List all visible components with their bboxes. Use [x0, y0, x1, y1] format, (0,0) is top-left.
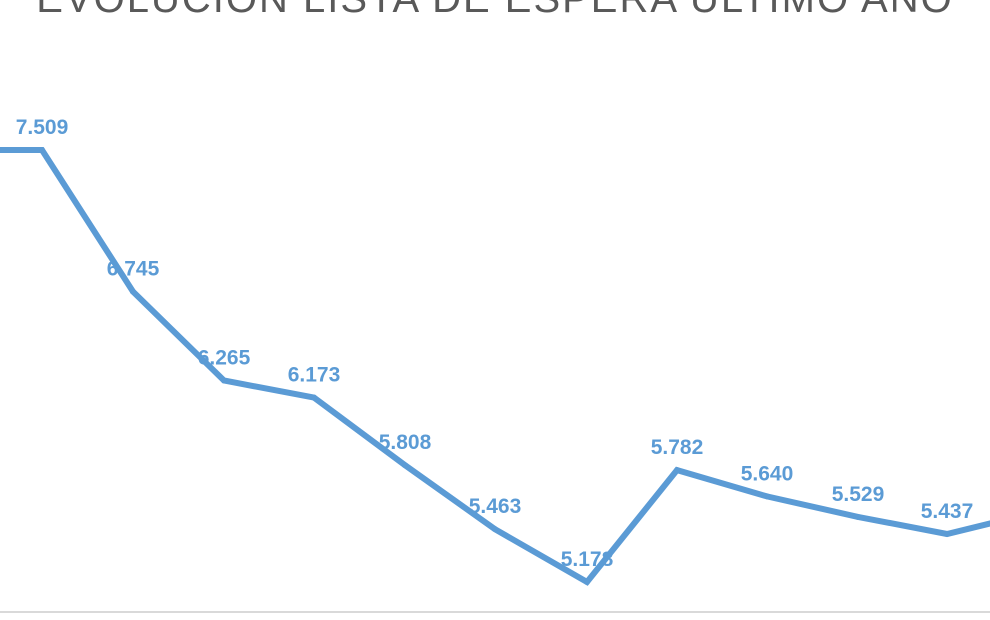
data-point — [311, 394, 317, 401]
data-point — [402, 462, 408, 469]
data-point — [221, 377, 227, 384]
data-point — [855, 513, 861, 520]
data-point — [492, 526, 498, 533]
data-label: 6.265 — [198, 347, 251, 370]
data-point — [764, 493, 770, 500]
data-point — [944, 531, 950, 537]
plot-area: 7.509 6.745 6.265 6.173 5.808 5.463 5.178 5.782… — [0, 116, 990, 586]
chart-title: EVOLUCIÓN LISTA DE ESPERA ÚLTIMO AÑO — [36, 0, 953, 21]
data-point — [39, 147, 45, 153]
data-label: 5.463 — [469, 495, 522, 518]
data-label: 6.745 — [107, 258, 160, 281]
data-label: 5.178 — [561, 548, 614, 571]
data-label: 5.640 — [741, 462, 794, 485]
data-label: 5.808 — [379, 431, 432, 454]
data-point — [674, 467, 680, 474]
data-label: 5.782 — [651, 436, 704, 459]
data-label: 5.529 — [832, 483, 885, 506]
data-point — [584, 579, 590, 585]
data-label: 7.509 — [16, 116, 69, 139]
data-label: 5.437 — [921, 500, 974, 523]
data-point — [130, 288, 136, 295]
data-label: 6.173 — [288, 364, 341, 387]
